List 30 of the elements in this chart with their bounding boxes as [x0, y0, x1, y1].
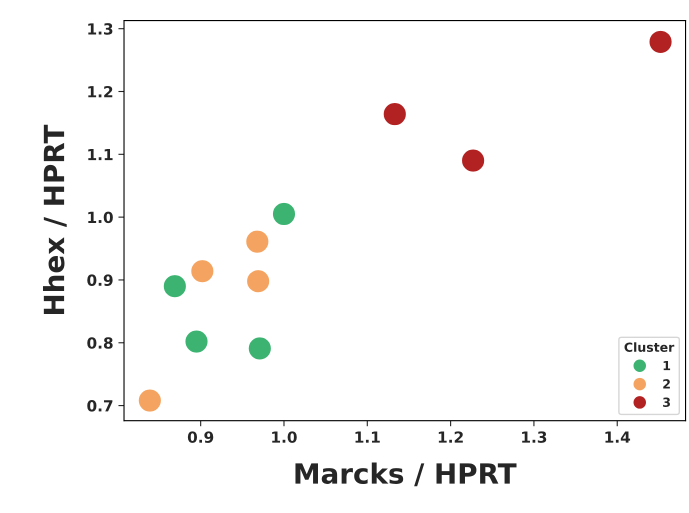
point: [460, 148, 486, 173]
x-tick-label: 1.2: [438, 431, 463, 443]
x-axis-title: Marcks / HPRT: [295, 462, 517, 486]
point: [162, 274, 188, 298]
y-tick-label: 0.7: [87, 400, 112, 412]
point: [190, 258, 215, 284]
point: [248, 336, 272, 361]
y-tick-label: 0.9: [87, 274, 113, 286]
y-tick-label: 1.0: [88, 212, 113, 224]
point: [648, 30, 673, 54]
point: [382, 102, 407, 126]
point: [138, 388, 162, 413]
point: [184, 329, 209, 354]
point: [245, 229, 270, 254]
x-tick-label: 1.3: [522, 431, 546, 443]
y-axis-title: Hhex / HPRT: [42, 124, 67, 314]
x-tick-label: 1.0: [272, 431, 297, 443]
point: [272, 202, 296, 226]
legend-title: Cluster: [624, 342, 674, 352]
legend-label: 3: [663, 398, 670, 407]
y-tick-label: 0.8: [87, 337, 113, 349]
x-tick-label: 0.9: [188, 431, 214, 443]
legend-label: 2: [663, 379, 670, 388]
y-tick-label: 1.2: [88, 86, 112, 98]
point: [246, 269, 270, 294]
y-tick-label: 1.1: [88, 148, 113, 160]
x-tick-label: 1.4: [605, 432, 630, 443]
x-tick-label: 1.1: [355, 432, 380, 443]
y-tick-label: 1.3: [88, 23, 112, 35]
legend-label: 1: [664, 361, 670, 370]
